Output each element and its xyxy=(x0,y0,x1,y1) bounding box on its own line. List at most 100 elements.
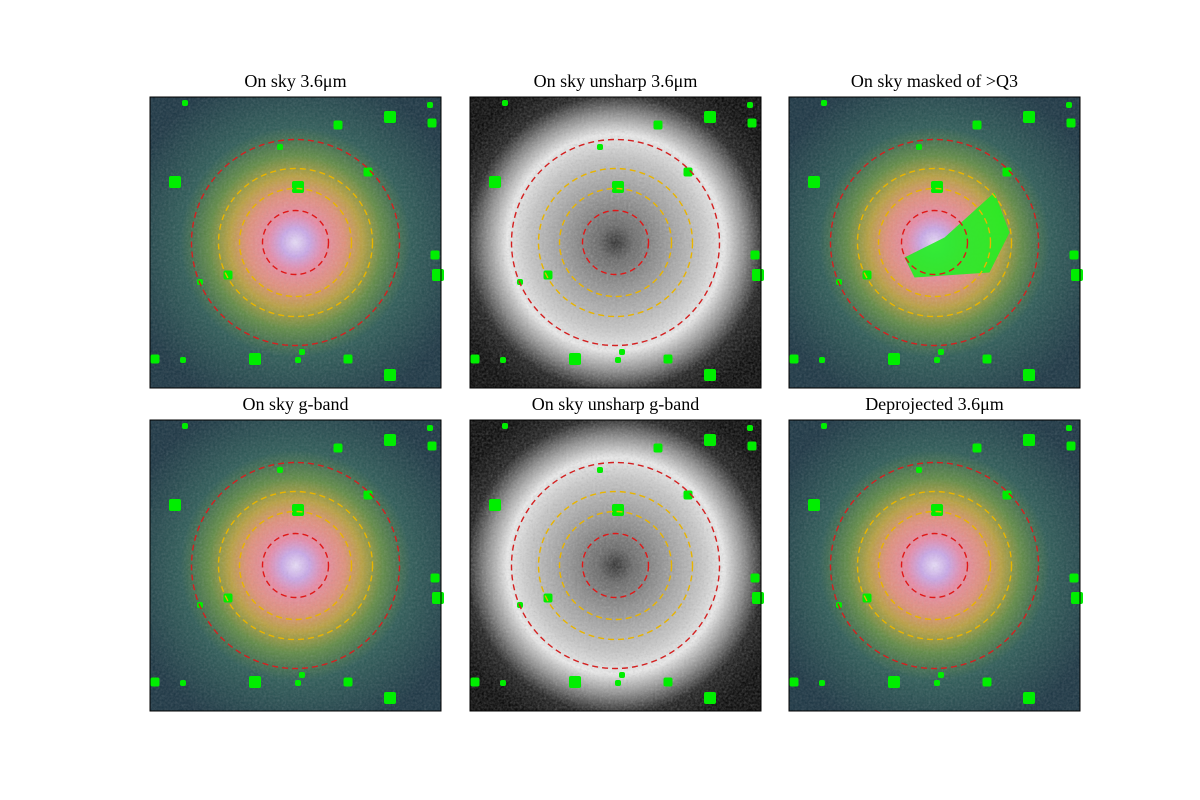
masked-source xyxy=(1066,118,1076,128)
panel-frame xyxy=(149,96,442,389)
masked-source xyxy=(862,270,872,280)
masked-source xyxy=(169,499,181,511)
isophote-ellipse xyxy=(238,510,353,621)
masked-source xyxy=(569,676,581,688)
masked-source xyxy=(502,423,508,429)
masked-source xyxy=(704,111,716,123)
masked-source xyxy=(1023,692,1035,704)
masked-source xyxy=(972,443,982,453)
image-noise xyxy=(470,420,761,711)
masked-source xyxy=(1002,167,1012,177)
masked-source xyxy=(223,593,233,603)
masked-source xyxy=(752,269,764,281)
masked-source xyxy=(808,176,820,188)
masked-source xyxy=(972,120,982,130)
masked-source xyxy=(663,677,673,687)
masked-source xyxy=(182,100,188,106)
panel-title: On sky unsharp 3.6μm xyxy=(534,71,698,91)
isophote-ellipse xyxy=(190,461,401,670)
masked-source xyxy=(277,144,283,150)
masked-source xyxy=(750,250,760,260)
masked-source xyxy=(808,499,820,511)
masked-source xyxy=(1071,592,1083,604)
image-panel: On sky unsharp g-band xyxy=(469,394,764,712)
masked-source xyxy=(343,354,353,364)
panel-frame xyxy=(149,419,442,712)
image-panel: On sky 3.6μm xyxy=(149,71,444,389)
masked-source xyxy=(292,504,304,516)
masked-source xyxy=(363,490,373,500)
masked-source xyxy=(821,100,827,106)
masked-source xyxy=(150,354,160,364)
masked-source xyxy=(931,181,943,193)
masked-source xyxy=(470,354,480,364)
masked-source xyxy=(180,680,186,686)
masked-source xyxy=(343,677,353,687)
masked-source xyxy=(489,176,501,188)
masked-source xyxy=(789,677,799,687)
masked-source xyxy=(427,118,437,128)
isophote-ellipse xyxy=(510,138,721,347)
isophote-ellipse xyxy=(510,461,721,670)
masked-source xyxy=(277,467,283,473)
masked-source xyxy=(333,443,343,453)
masked-source xyxy=(500,357,506,363)
masked-source xyxy=(747,102,753,108)
masked-source xyxy=(1069,573,1079,583)
panel-title: On sky unsharp g-band xyxy=(532,394,699,414)
masked-source xyxy=(1066,102,1072,108)
image-noise xyxy=(470,97,761,388)
isophote-ellipse xyxy=(856,490,1013,641)
isophote-ellipse xyxy=(217,167,374,318)
masked-source xyxy=(1023,369,1035,381)
image-noise xyxy=(150,97,441,388)
masked-source xyxy=(169,176,181,188)
panel-title: On sky masked of >Q3 xyxy=(851,71,1018,91)
masked-source xyxy=(502,100,508,106)
masked-source xyxy=(249,353,261,365)
isophote-ellipse xyxy=(537,490,694,641)
masked-source xyxy=(619,349,625,355)
isophote-ellipse xyxy=(558,510,673,621)
masked-source xyxy=(384,692,396,704)
masked-source xyxy=(938,349,944,355)
masked-source xyxy=(1066,441,1076,451)
masked-source xyxy=(819,357,825,363)
masked-source xyxy=(862,593,872,603)
image-panel: On sky g-band xyxy=(149,394,444,712)
isophote-ellipse xyxy=(558,187,673,298)
masked-source xyxy=(750,573,760,583)
masked-source xyxy=(295,680,301,686)
masked-source xyxy=(427,441,437,451)
masked-source xyxy=(747,441,757,451)
masked-source xyxy=(333,120,343,130)
panel-frame xyxy=(469,96,762,389)
masked-source xyxy=(888,353,900,365)
masked-source xyxy=(752,592,764,604)
masked-source xyxy=(916,144,922,150)
masked-source xyxy=(543,270,553,280)
masked-source xyxy=(612,181,624,193)
masked-source xyxy=(182,423,188,429)
masked-source xyxy=(299,349,305,355)
masked-source xyxy=(384,369,396,381)
masked-source xyxy=(1023,434,1035,446)
isophote-ellipse xyxy=(877,187,992,298)
masked-source xyxy=(704,434,716,446)
isophote-ellipse xyxy=(856,167,1013,318)
masked-source xyxy=(821,423,827,429)
masked-source xyxy=(931,504,943,516)
masked-source xyxy=(982,677,992,687)
isophote-ellipse xyxy=(537,167,694,318)
masked-source xyxy=(747,118,757,128)
panel-frame xyxy=(788,419,1081,712)
panel-frame xyxy=(788,96,1081,389)
masked-region xyxy=(904,192,1010,278)
masked-source xyxy=(704,692,716,704)
masked-source xyxy=(615,357,621,363)
isophote-ellipse xyxy=(217,490,374,641)
masked-source xyxy=(432,592,444,604)
masked-source xyxy=(1002,490,1012,500)
